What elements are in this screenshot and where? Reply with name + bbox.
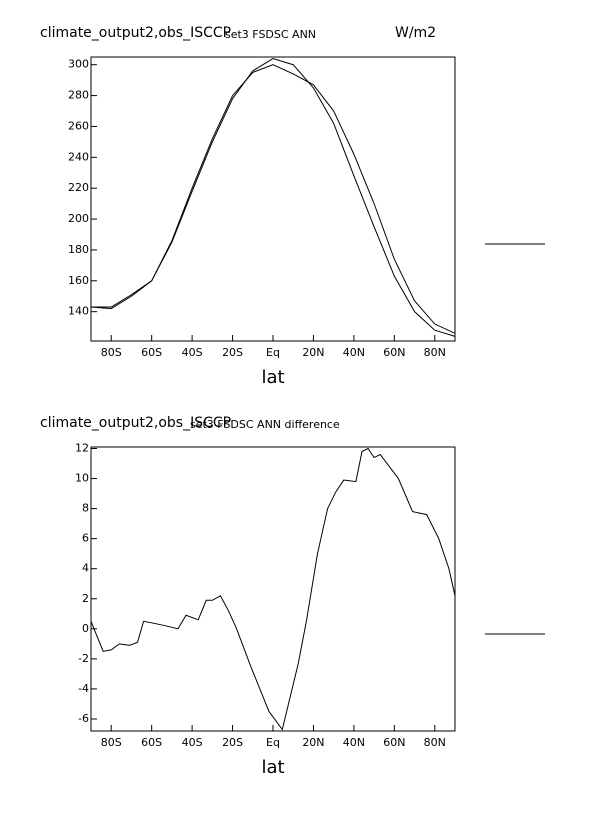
y-tick-label: 0 — [82, 622, 89, 635]
y-tick-label: 300 — [68, 58, 89, 71]
data-line — [90, 447, 456, 731]
x-tick-label: 20N — [302, 736, 324, 749]
y-tick-label: 8 — [82, 502, 89, 515]
x-tick-label: Eq — [266, 736, 280, 749]
plot-frame — [90, 56, 456, 342]
plot-frame — [90, 446, 456, 732]
chart-title: climate_output2,obs_ISCCP — [40, 25, 231, 41]
x-tick-label: 60S — [141, 736, 162, 749]
x-axis-label: lat — [261, 367, 284, 388]
y-tick-label: -4 — [78, 682, 89, 695]
data-line — [91, 64, 456, 334]
chart-title: climate_output2,obs_ISCCP — [40, 415, 231, 431]
x-tick-label: 20S — [222, 346, 243, 359]
y-tick-label: -6 — [78, 712, 89, 725]
y-tick-label: 10 — [75, 472, 89, 485]
x-tick-label: 80N — [424, 346, 446, 359]
x-tick-label: 60S — [141, 346, 162, 359]
data-line — [90, 57, 456, 337]
y-tick-label: 4 — [82, 562, 89, 575]
y-tick-label: 140 — [68, 305, 89, 318]
y-tick-label: 160 — [68, 274, 89, 287]
x-tick-label: 60N — [383, 736, 405, 749]
x-tick-label: 80S — [101, 736, 122, 749]
y-tick-label: 260 — [68, 119, 89, 132]
y-tick-label: 6 — [82, 532, 89, 545]
y-tick-label: 280 — [68, 89, 89, 102]
x-tick-label: 60N — [383, 346, 405, 359]
y-tick-label: 240 — [68, 150, 89, 163]
x-tick-label: 40S — [182, 346, 203, 359]
chart-subtitle: set3 FSDSC ANN difference — [190, 418, 340, 431]
units: W/m2 — [395, 25, 436, 41]
x-axis-label: lat — [261, 757, 284, 778]
y-tick-label: 12 — [75, 442, 89, 455]
x-tick-label: 80N — [424, 736, 446, 749]
y-tick-label: -2 — [78, 652, 89, 665]
x-tick-label: Eq — [266, 346, 280, 359]
y-tick-label: 200 — [68, 212, 89, 225]
x-tick-label: 40N — [343, 736, 365, 749]
y-tick-label: 180 — [68, 243, 89, 256]
x-tick-label: 40S — [182, 736, 203, 749]
chart-subtitle: set3 FSDSC ANN — [225, 28, 316, 41]
y-tick-label: 2 — [82, 592, 89, 605]
y-tick-label: 220 — [68, 181, 89, 194]
x-tick-label: 20S — [222, 736, 243, 749]
x-tick-label: 80S — [101, 346, 122, 359]
x-tick-label: 20N — [302, 346, 324, 359]
x-tick-label: 40N — [343, 346, 365, 359]
